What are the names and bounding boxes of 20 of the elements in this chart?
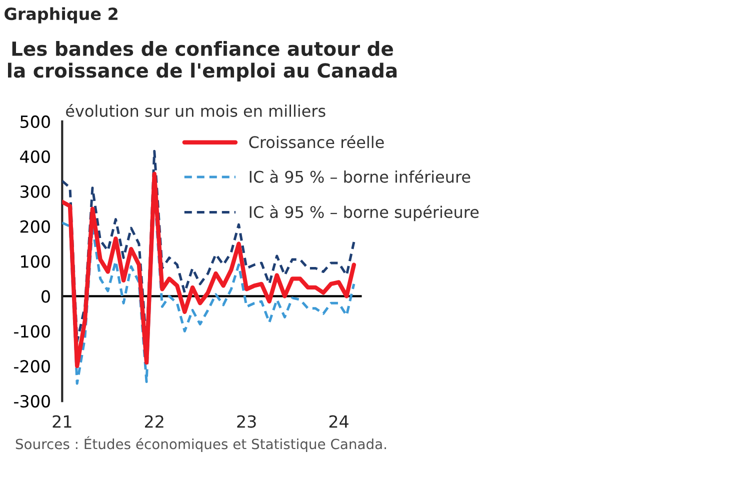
y-tick-label: -300 [14, 394, 50, 408]
y-axis-title: évolution sur un mois en milliers [66, 104, 326, 117]
y-tick-label: 100 [21, 255, 50, 268]
x-tick-label: 22 [144, 415, 164, 428]
y-tick-label: -100 [14, 325, 50, 338]
legend-label: IC à 95 % – borne supérieure [250, 205, 479, 222]
y-tick-label: 400 [20, 150, 50, 163]
source-note: Sources : Études économiques et Statistique Canada. [16, 436, 386, 452]
x-tick-label: 21 [52, 415, 72, 428]
legend-label: IC à 95 % – borne inférieure [250, 170, 470, 183]
x-tick-label: 24 [329, 415, 348, 428]
chart-subtitle: Graphique 2 [4, 7, 118, 24]
y-tick-label: 200 [20, 220, 50, 233]
y-tick-label: 0 [42, 290, 50, 303]
chart-title: Les bandes de confiance autour de la croissance de l'emploi au Canada [8, 40, 397, 82]
y-tick-label: 300 [20, 185, 50, 198]
y-tick-label: 500 [20, 115, 50, 128]
x-tick-label: 23 [237, 415, 256, 428]
legend-label: Croissance réelle [249, 135, 384, 148]
y-tick-label: -200 [14, 360, 50, 373]
